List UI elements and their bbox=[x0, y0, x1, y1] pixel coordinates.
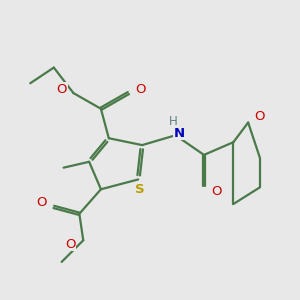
Text: O: O bbox=[36, 196, 46, 208]
Text: O: O bbox=[135, 82, 146, 96]
Text: O: O bbox=[56, 82, 67, 96]
Text: O: O bbox=[65, 238, 76, 251]
Text: O: O bbox=[255, 110, 265, 123]
Text: H: H bbox=[169, 115, 178, 128]
Text: N: N bbox=[174, 127, 185, 140]
Text: O: O bbox=[212, 185, 222, 198]
Text: S: S bbox=[135, 183, 145, 196]
